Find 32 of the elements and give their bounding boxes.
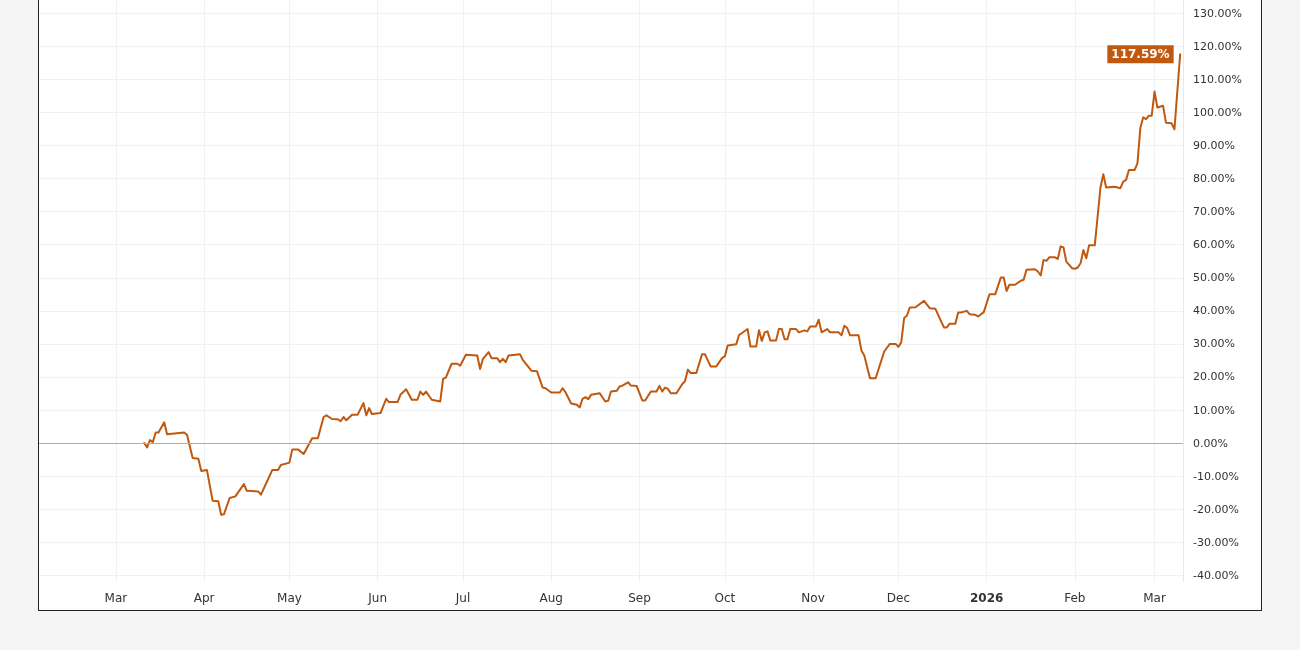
x-tick-label: Dec [886,591,911,605]
y-tick-label: 40.00% [1193,304,1235,318]
y-tick-label: 110.00% [1193,72,1242,86]
x-tick-label: Nov [801,591,825,605]
x-tick-label: Aug [539,591,563,605]
x-tick-label: Jul [454,591,471,605]
y-tick-label: 130.00% [1193,6,1242,20]
x-tick-label: May [277,591,302,605]
annotation: 117.59% [1111,47,1170,62]
y-tick-label: -30.00% [1193,535,1239,549]
y-tick-label: -40.00% [1193,568,1239,582]
x-tick-label: 2026 [969,591,1004,605]
x-tick-label: Oct [714,591,736,605]
y-tick-label: 30.00% [1193,337,1235,351]
y-tick-label: 50.00% [1193,271,1235,285]
y-tick-label: 70.00% [1193,205,1235,219]
y-tick-label: 60.00% [1193,238,1235,252]
y-tick-label: -20.00% [1193,502,1239,516]
y-tick-label: 20.00% [1193,370,1235,384]
y-tick-label: 120.00% [1193,39,1242,53]
y-tick-label: 100.00% [1193,105,1242,119]
y-tick-label: 0.00% [1193,436,1228,450]
x-tick-label: Jun [367,591,388,605]
x-tick-label: Feb [1064,591,1086,605]
y-tick-label: 80.00% [1193,172,1235,186]
x-tick-label: Sep [628,591,651,605]
y-tick-label: 10.00% [1193,403,1235,417]
x-tick-label: Mar [104,591,128,605]
y-tick-label: -10.00% [1193,469,1239,483]
x-tick-label: Apr [193,591,215,605]
x-tick-label: Mar [1143,591,1166,605]
y-tick-label: 90.00% [1193,139,1235,152]
